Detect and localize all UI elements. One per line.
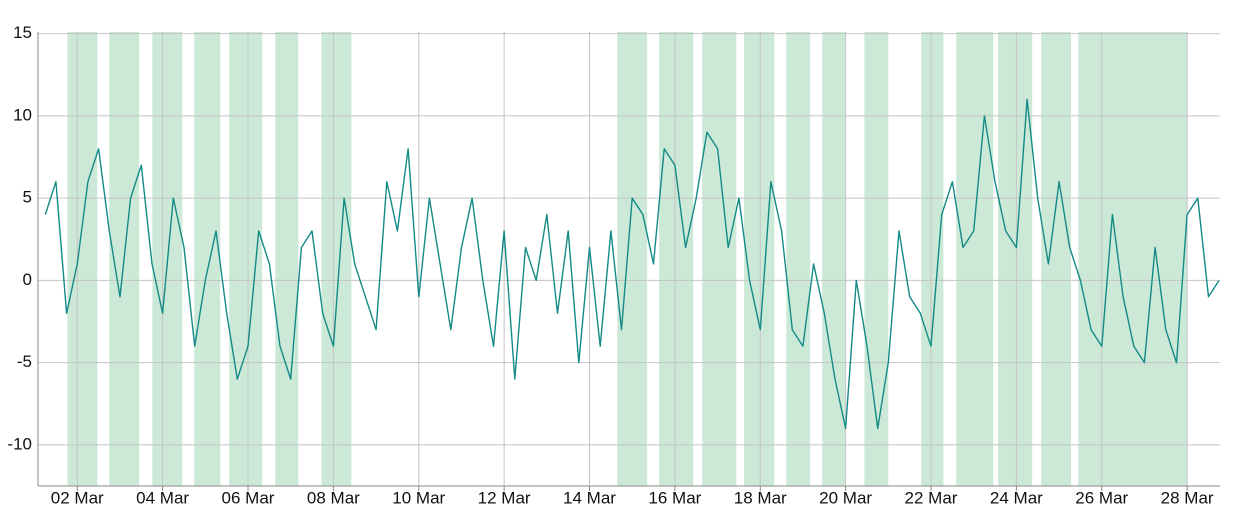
shaded-band [275,32,299,486]
shaded-band [786,32,811,486]
y-tick-label: 5 [23,188,32,207]
x-tick-label: 18 Mar [734,488,787,507]
x-tick-label: 10 Mar [392,488,445,507]
shaded-band [67,32,98,486]
x-tick-label: 14 Mar [563,488,616,507]
shaded-band [229,32,263,486]
shaded-band [822,32,846,486]
shaded-band [617,32,648,486]
x-tick-label: 08 Mar [307,488,360,507]
x-tick-label: 24 Mar [990,488,1043,507]
x-tick-label: 12 Mar [478,488,531,507]
x-tick-label: 16 Mar [648,488,701,507]
shaded-band [956,32,994,486]
x-tick-label: 20 Mar [819,488,872,507]
shaded-band [1041,32,1072,486]
x-tick-label: 26 Mar [1075,488,1128,507]
shaded-band [659,32,694,486]
x-tick-label: 02 Mar [51,488,104,507]
y-tick-label: 15 [13,23,32,42]
data-line [44,98,1220,430]
y-tick-label: 10 [13,105,32,124]
shaded-band [702,32,737,486]
y-tick-label: 0 [23,270,32,289]
x-tick-label: 28 Mar [1161,488,1214,507]
x-tick-label: 04 Mar [136,488,189,507]
x-tick-label: 22 Mar [905,488,958,507]
shaded-band [744,32,775,486]
shaded-band [194,32,221,486]
y-tick-label: -10 [7,434,32,453]
shaded-band [1078,32,1188,486]
shaded-band [321,32,352,486]
shaded-band [921,32,944,486]
y-tick-label: -5 [17,352,32,371]
x-tick-label: 06 Mar [222,488,275,507]
